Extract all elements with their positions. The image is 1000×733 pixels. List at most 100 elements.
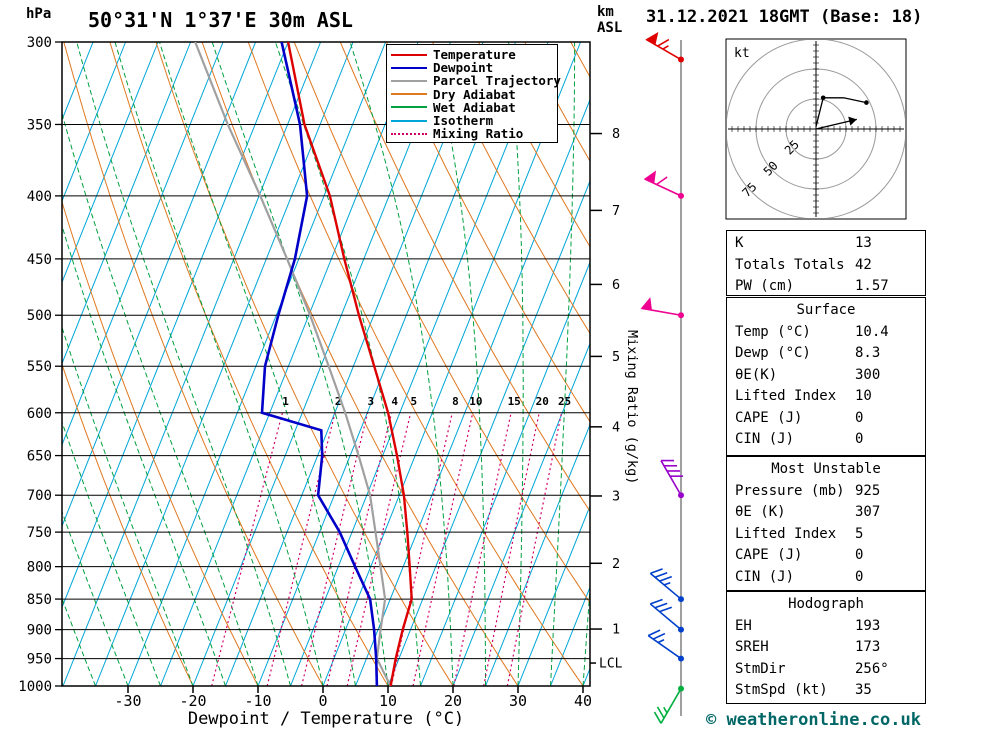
legend-item-isotherm: Isotherm [391, 114, 553, 127]
metric-label: EH [735, 617, 752, 634]
km-axis-title: km ASL [597, 4, 622, 36]
svg-text:850: 850 [27, 592, 52, 608]
metric-label: CAPE (J) [735, 547, 803, 563]
panel-title: Most Unstable [771, 461, 881, 477]
legend-label: Parcel Trajectory [433, 73, 561, 89]
svg-text:4: 4 [391, 395, 398, 408]
table-row: Pressure (mb) 925 [735, 481, 925, 503]
metric-label: Lifted Index [735, 388, 837, 404]
parcel-trajectory-curve [194, 42, 392, 686]
metric-value: 0 [855, 431, 864, 447]
svg-text:650: 650 [27, 449, 52, 465]
metric-value: 35 [855, 682, 872, 698]
svg-text:450: 450 [27, 252, 52, 268]
mixing-ratio-axis-title: Mixing Ratio (g/kg) [624, 330, 640, 485]
dry-adiabat-line-swatch [391, 93, 427, 96]
wind-barb [653, 685, 684, 724]
panel-title: Surface [796, 302, 856, 318]
wind-barb [649, 598, 684, 633]
metric-label: Lifted Index [735, 525, 837, 542]
surface-panel: Surface Temp (°C) 10.4 Dewp (°C) 8.3 θE(… [726, 297, 926, 456]
svg-text:-20: -20 [179, 692, 206, 710]
wind-barb [640, 297, 684, 319]
legend-label: Dry Adiabat [433, 86, 516, 102]
metric-label: CAPE (J) [735, 409, 803, 426]
table-row: Temp (°C) 10.4 [735, 322, 925, 344]
svg-text:1000: 1000 [18, 679, 52, 695]
chart-legend: Temperature Dewpoint Parcel Trajectory D… [386, 44, 561, 144]
metric-value: 13 [855, 235, 872, 251]
table-row: StmDir 256° [735, 659, 925, 681]
svg-text:8: 8 [452, 395, 459, 408]
svg-text:4: 4 [612, 419, 620, 435]
temperature-curve [286, 42, 413, 686]
wind-barb [649, 568, 684, 603]
x-axis-title: Dewpoint / Temperature (°C) [187, 709, 465, 729]
metric-label: StmSpd (kt) [735, 682, 828, 698]
table-row: CIN (J) 0 [735, 567, 925, 589]
svg-text:550: 550 [27, 359, 52, 375]
metric-label: PW (cm) [735, 278, 795, 294]
svg-text:800: 800 [27, 560, 52, 576]
table-row: CAPE (J) 0 [735, 545, 925, 567]
table-row: Totals Totals 42 [735, 255, 925, 277]
svg-text:300: 300 [27, 35, 52, 51]
metric-label: SREH [735, 639, 769, 655]
parcel-line-swatch [391, 79, 427, 82]
table-row: K 13 [735, 233, 925, 255]
svg-text:500: 500 [27, 308, 52, 324]
panel-title: Hodograph [788, 596, 864, 612]
legend-label: Dewpoint [433, 60, 494, 76]
legend-label: Isotherm [433, 113, 494, 129]
metric-label: Temp (°C) [735, 323, 811, 340]
metric-label: Pressure (mb) [735, 482, 845, 499]
wind-barb [643, 170, 684, 199]
km-axis-title-line1: km [597, 4, 614, 20]
copyright: © weatheronline.co.uk [706, 710, 921, 730]
pressure-axis: 300 350 400 450 500 550 600 650 700 750 800 850 900 9… [18, 35, 590, 695]
metric-label: StmDir [735, 660, 786, 677]
svg-text:10: 10 [379, 692, 397, 710]
table-row: Lifted Index 5 [735, 524, 925, 546]
svg-text:20: 20 [444, 692, 462, 710]
svg-text:5: 5 [410, 395, 417, 408]
metric-value: 42 [855, 256, 872, 273]
metric-value: 173 [855, 639, 881, 655]
metric-value: 5 [855, 525, 864, 542]
legend-label: Wet Adiabat [433, 99, 516, 115]
table-row: Dewp (°C) 8.3 [735, 343, 925, 365]
svg-text:10: 10 [469, 395, 482, 408]
wind-barb [660, 459, 684, 499]
svg-text:1: 1 [612, 622, 620, 638]
metric-label: Totals Totals [735, 256, 845, 273]
svg-text:3: 3 [367, 395, 374, 408]
svg-text:2: 2 [612, 556, 620, 572]
legend-label: Mixing Ratio [433, 126, 524, 142]
mixing-ratio-line-swatch [391, 132, 427, 135]
temperature-line-swatch [391, 53, 427, 56]
legend-item-mixing-ratio: Mixing Ratio [391, 127, 553, 140]
hodograph-trace [815, 97, 867, 127]
metric-value: 10 [855, 388, 872, 404]
dewpoint-line-swatch [391, 66, 427, 69]
legend-item-parcel-trajectory: Parcel Trajectory [391, 74, 561, 87]
table-row: CAPE (J) 0 [735, 408, 925, 430]
svg-text:7: 7 [612, 203, 620, 219]
plot-border [61, 41, 591, 687]
dewpoint-curve [260, 42, 379, 686]
svg-text:5: 5 [612, 349, 620, 365]
mixing-ratio-labels: 1 2 3 4 5 8 10 15 20 25 [282, 395, 571, 408]
svg-text:30: 30 [509, 692, 527, 710]
svg-text:2: 2 [335, 395, 342, 408]
metric-value: 0 [855, 409, 864, 426]
datetime-title: 31.12.2021 18GMT (Base: 18) [646, 7, 923, 27]
wet-adiabat-line-swatch [391, 106, 427, 109]
metric-label: CIN (J) [735, 568, 795, 585]
wind-barb [645, 32, 684, 63]
km-axis: 8 7 6 5 4 3 2 1 LCL [590, 126, 623, 672]
svg-text:0: 0 [318, 692, 327, 710]
svg-text:40: 40 [574, 692, 592, 710]
pressure-unit-label: hPa [26, 6, 52, 22]
